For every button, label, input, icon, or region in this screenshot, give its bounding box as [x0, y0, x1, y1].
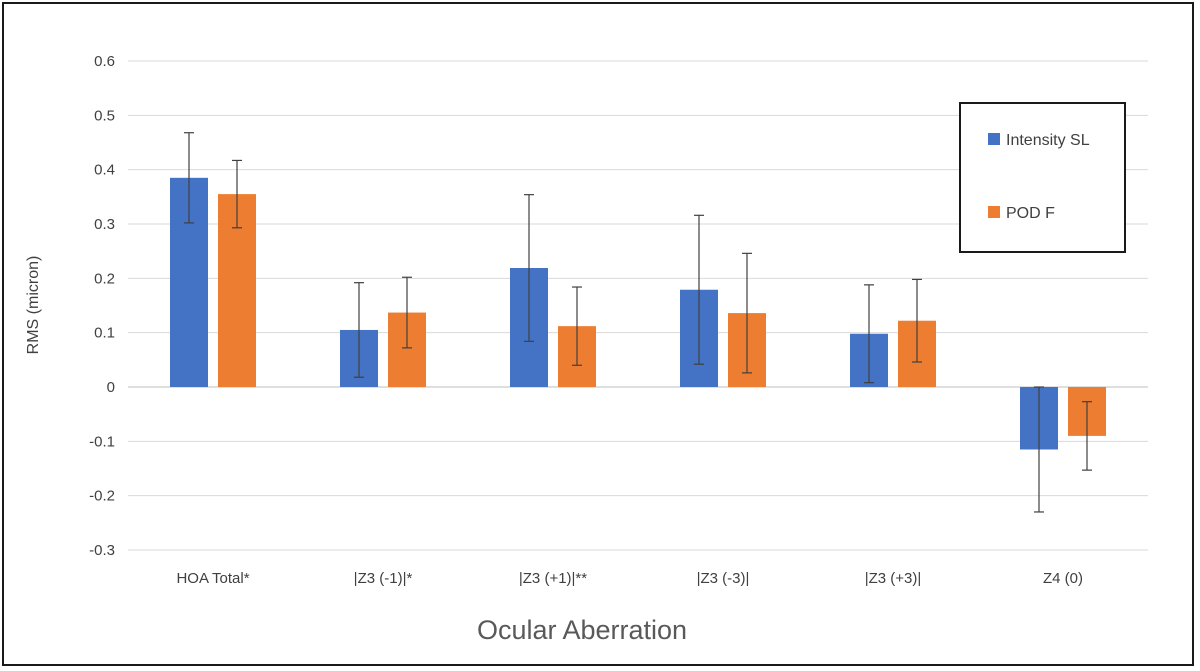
error-bar	[232, 159, 242, 229]
x-category-label: HOA Total*	[176, 570, 249, 587]
error-bar	[572, 286, 582, 366]
x-axis-categories: HOA Total* |Z3 (-1)|* |Z3 (+1)|** |Z3 (-3)|…	[176, 570, 1083, 587]
legend: Intensity SL POD F	[959, 102, 1126, 253]
x-category-label: |Z3 (-1)|*	[354, 570, 413, 587]
y-axis-ticks: 0.6 0.5 0.4 0.3 0.2 0.1 0 -0.1 -0.2 -0.3	[89, 53, 115, 559]
y-tick-label: 0.3	[94, 216, 115, 233]
error-bars	[184, 132, 1092, 513]
error-bar	[742, 252, 752, 374]
y-tick-label: 0.6	[94, 53, 115, 70]
legend-swatch-intensity-sl	[988, 133, 1000, 145]
y-tick-label: 0.5	[94, 107, 115, 124]
error-bar	[402, 276, 412, 349]
y-tick-label: -0.2	[89, 488, 115, 505]
y-tick-label: 0.4	[94, 162, 115, 179]
y-tick-label: 0	[107, 379, 115, 396]
gridlines	[128, 60, 1148, 551]
error-bar	[912, 278, 922, 363]
x-category-label: Z4 (0)	[1043, 570, 1083, 587]
x-category-label: |Z3 (+3)|	[865, 570, 922, 587]
error-bar	[864, 284, 874, 384]
y-tick-label: -0.3	[89, 542, 115, 559]
y-axis-title: RMS (micron)	[25, 256, 42, 355]
x-axis-title: Ocular Aberration	[477, 615, 687, 645]
error-bar	[694, 214, 704, 365]
y-tick-label: 0.1	[94, 325, 115, 342]
error-bar	[1082, 401, 1092, 471]
legend-label-pod-f: POD F	[1006, 205, 1055, 222]
error-bar	[184, 132, 194, 224]
x-category-label: |Z3 (-3)|	[697, 570, 750, 587]
y-tick-label: -0.1	[89, 433, 115, 450]
legend-box	[959, 102, 1126, 253]
legend-label-intensity-sl: Intensity SL	[1006, 132, 1090, 149]
legend-swatch-pod-f	[988, 206, 1000, 218]
y-tick-label: 0.2	[94, 270, 115, 287]
error-bar	[1034, 386, 1044, 513]
error-bar	[354, 282, 364, 378]
error-bar	[524, 194, 534, 342]
x-category-label: |Z3 (+1)|**	[519, 570, 587, 587]
